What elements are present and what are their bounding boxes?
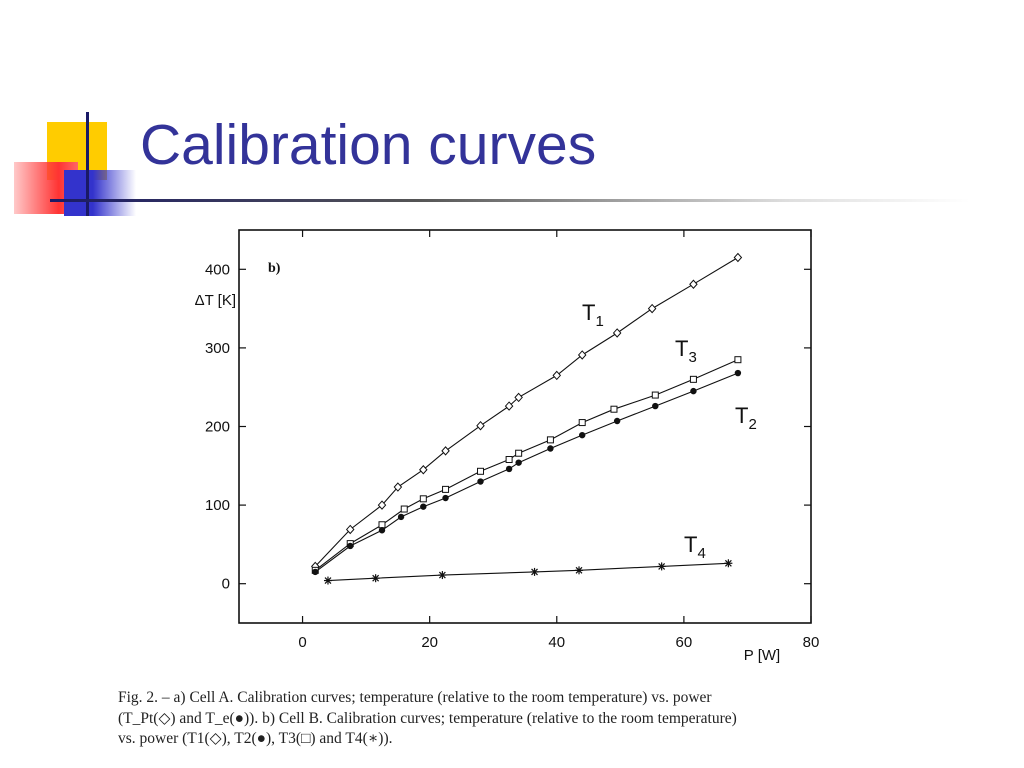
curve-label-t2: T2: [735, 403, 757, 433]
data-point-t3: [578, 419, 586, 427]
data-point-t2: [505, 465, 513, 473]
data-point-t1: [577, 350, 587, 360]
curve-label-base: T: [675, 336, 688, 361]
data-point-t3: [546, 436, 554, 444]
curve-label-base: T: [735, 403, 748, 428]
data-point-t4: [323, 576, 332, 585]
curve-label-subscript: 2: [748, 416, 756, 433]
data-point-t3: [505, 456, 513, 464]
data-point-t1: [476, 420, 485, 431]
data-point-t2: [734, 369, 742, 377]
slide-title: Calibration curves: [140, 113, 597, 177]
asterisk-stroke: [438, 571, 446, 579]
curve-label-base: T: [582, 300, 595, 325]
data-point-t1: [647, 303, 657, 314]
data-point-t2: [397, 513, 405, 521]
asterisk-stroke: [531, 568, 538, 576]
data-point-t3: [651, 391, 659, 399]
data-point-t2: [547, 445, 554, 452]
data-point-t2: [312, 568, 319, 576]
deco-blue-square: [64, 170, 136, 216]
data-point-t1: [393, 482, 403, 492]
asterisk-stroke: [575, 566, 583, 574]
data-point-t2: [477, 478, 484, 485]
caption-line-3: vs. power (T1(◇), T2(●), T3(□) and T4(∗)…: [118, 730, 393, 747]
caption-line-1: Fig. 2. – a) Cell A. Calibration curves;…: [118, 689, 712, 706]
x-tick-label: 20: [421, 634, 438, 651]
data-point-t1: [419, 464, 428, 475]
data-point-t2: [378, 527, 386, 534]
curve-label-subscript: 4: [697, 545, 705, 562]
data-point-t2: [690, 387, 697, 395]
asterisk-stroke: [658, 562, 666, 570]
data-point-t3: [610, 405, 618, 413]
x-tick-label: 60: [676, 634, 693, 651]
data-point-t1: [552, 370, 562, 381]
caption-line-2: (T_Pt(◇) and T_e(●)). b) Cell B. Calibra…: [118, 709, 737, 727]
data-point-t3: [689, 375, 697, 383]
data-point-t1: [733, 252, 743, 263]
y-axis-label: ΔT [K]: [195, 292, 236, 309]
data-point-t1: [514, 392, 523, 403]
data-point-t4: [371, 574, 380, 583]
curve-label-t4: T4: [684, 532, 706, 562]
data-point-t1: [377, 500, 387, 510]
data-point-t2: [420, 503, 427, 510]
x-tick-label: 80: [803, 634, 820, 651]
data-point-t2: [347, 542, 354, 550]
y-tick-label: 400: [205, 261, 230, 278]
data-point-t2: [579, 431, 586, 439]
y-tick-label: 300: [205, 340, 230, 357]
asterisk-stroke: [724, 559, 732, 567]
figure-caption: Fig. 2. – a) Cell A. Calibration curves;…: [118, 688, 898, 750]
x-axis-label: P [W]: [744, 647, 780, 664]
curve-label-subscript: 1: [595, 313, 603, 330]
plot-frame: [238, 229, 812, 624]
data-point-t3: [477, 467, 485, 475]
curve-label-base: T: [684, 532, 697, 557]
data-point-t4: [575, 566, 584, 575]
curve-label-t3: T3: [675, 336, 697, 366]
y-tick-label: 200: [205, 419, 230, 436]
asterisk-stroke: [372, 574, 380, 582]
curve-label-subscript: 3: [688, 349, 696, 366]
y-tick-label: 100: [205, 497, 230, 514]
data-point-t1: [689, 279, 698, 289]
data-point-t3: [442, 485, 450, 493]
data-point-t3: [400, 505, 408, 513]
panel-label: b): [268, 261, 281, 276]
data-point-t4: [438, 571, 447, 580]
data-point-t4: [724, 559, 733, 568]
data-point-t3: [378, 521, 386, 529]
data-point-t1: [345, 524, 355, 535]
x-tick-label: 0: [298, 634, 306, 651]
data-point-t1: [441, 446, 450, 456]
data-point-t2: [613, 417, 621, 425]
x-tick-label: 40: [548, 634, 565, 651]
data-point-t3: [515, 449, 523, 457]
data-point-t1: [504, 401, 514, 411]
data-point-t3: [419, 495, 427, 503]
data-point-t2: [652, 402, 659, 410]
y-tick-label: 0: [222, 576, 230, 593]
deco-vertical-line: [86, 112, 89, 216]
data-point-t2: [515, 459, 522, 466]
data-point-t4: [657, 562, 666, 571]
curve-label-t1: T1: [582, 300, 604, 330]
deco-horizontal-line: [50, 199, 970, 202]
data-point-t1: [612, 328, 622, 338]
asterisk-stroke: [324, 577, 332, 584]
data-point-t4: [530, 567, 539, 576]
data-point-t3: [734, 356, 742, 364]
data-point-t2: [442, 494, 449, 502]
